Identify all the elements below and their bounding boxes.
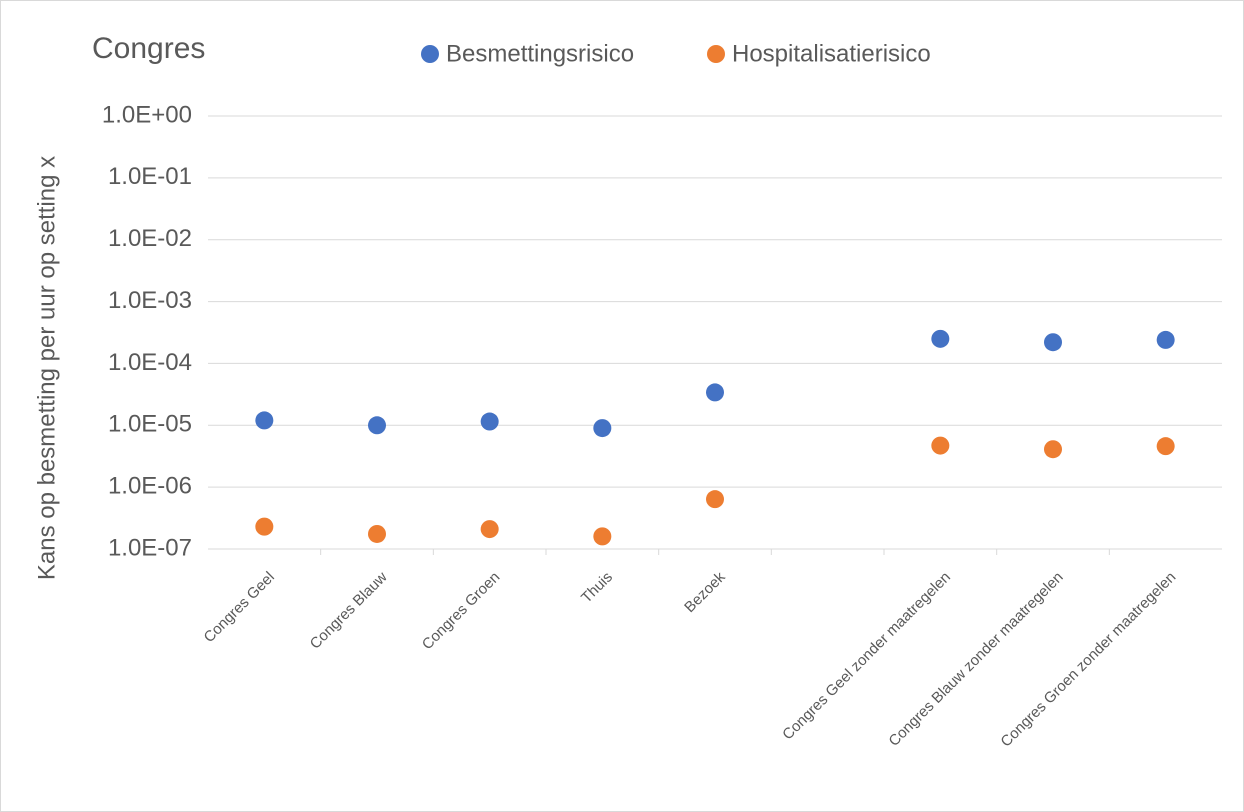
chart-title: Congres bbox=[92, 32, 205, 65]
data-point bbox=[593, 419, 612, 438]
y-tick-label: 1.0E+00 bbox=[102, 101, 192, 128]
data-point bbox=[706, 383, 724, 402]
y-tick-label: 1.0E-02 bbox=[108, 225, 192, 252]
legend-marker bbox=[707, 45, 725, 63]
y-tick-label: 1.0E-06 bbox=[108, 472, 192, 499]
data-point bbox=[480, 520, 499, 539]
data-point bbox=[255, 411, 274, 430]
data-point bbox=[368, 524, 386, 543]
data-point bbox=[1156, 330, 1175, 349]
legend-label: Besmettingsrisico bbox=[446, 40, 634, 67]
y-tick-label: 1.0E-03 bbox=[108, 287, 192, 314]
legend-label: Hospitalisatierisico bbox=[732, 40, 931, 67]
y-tick-label: 1.0E-04 bbox=[108, 349, 192, 376]
data-point bbox=[368, 416, 386, 435]
legend-marker bbox=[421, 45, 439, 63]
data-point bbox=[1044, 333, 1062, 352]
data-point bbox=[931, 329, 950, 348]
y-tick-label: 1.0E-01 bbox=[108, 163, 192, 190]
y-tick-label: 1.0E-07 bbox=[108, 534, 192, 561]
data-point bbox=[593, 527, 612, 546]
data-point bbox=[706, 490, 724, 509]
data-point bbox=[480, 412, 499, 431]
y-tick-label: 1.0E-05 bbox=[108, 411, 192, 438]
data-point bbox=[931, 436, 950, 455]
data-point bbox=[1156, 437, 1175, 456]
data-point bbox=[255, 517, 274, 536]
y-axis-title: Kans op besmetting per uur op setting x bbox=[33, 156, 60, 580]
data-point bbox=[1044, 440, 1062, 459]
